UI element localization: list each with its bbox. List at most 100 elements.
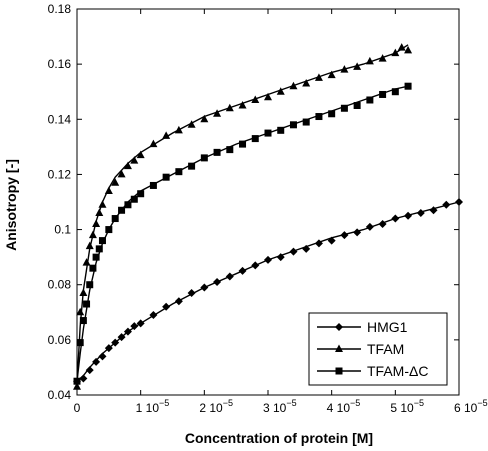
point-hmg1	[85, 366, 94, 375]
point-tfam	[302, 78, 311, 87]
point-tfam	[200, 114, 209, 123]
point-hmg1	[213, 277, 222, 286]
point-hmg1	[117, 333, 126, 342]
point-hmg1	[225, 272, 234, 281]
y-tick-label: 0.06	[48, 333, 72, 347]
point-tfam-c	[98, 237, 106, 245]
point-tfam	[123, 161, 132, 170]
point-hmg1	[104, 344, 113, 353]
point-tfam-c	[239, 140, 247, 148]
point-tfam	[149, 139, 158, 148]
point-tfam-c	[73, 377, 81, 385]
x-tick-label: 0	[74, 401, 81, 415]
point-hmg1	[79, 374, 88, 383]
tick-labels: 0.04 0.06 0.08 0.1 0.12 0.14 0.16 0.18 0 1 10−5 2 …	[48, 2, 488, 415]
point-tfam	[378, 54, 387, 62]
point-tfam	[73, 382, 81, 390]
point-tfam-c	[302, 118, 310, 126]
point-tfam-c	[315, 113, 323, 121]
point-tfam	[85, 241, 94, 250]
point-tfam	[391, 48, 400, 57]
point-hmg1	[162, 302, 171, 311]
point-tfam	[82, 258, 91, 266]
point-tfam-c	[289, 121, 297, 129]
x-tick-label: 5 10−5	[390, 398, 424, 415]
point-tfam	[76, 307, 85, 316]
point-tfam	[162, 131, 171, 139]
point-tfam	[130, 156, 139, 164]
point-tfam	[174, 125, 183, 134]
point-tfam-c	[340, 104, 348, 112]
point-hmg1	[98, 352, 107, 361]
y-tick-label: 0.18	[48, 2, 72, 16]
point-hmg1	[416, 209, 425, 218]
point-hmg1	[200, 283, 209, 292]
point-tfam-c	[105, 226, 113, 234]
point-tfam-c	[226, 146, 234, 154]
point-tfam-c	[83, 300, 91, 308]
point-hmg1	[174, 297, 183, 306]
point-hmg1	[378, 220, 387, 229]
legend-label: TFAM	[367, 341, 404, 357]
point-hmg1	[442, 200, 451, 209]
point-hmg1	[92, 357, 101, 366]
point-hmg1	[276, 253, 285, 262]
point-hmg1	[302, 244, 311, 253]
point-tfam	[104, 186, 113, 194]
point-tfam	[187, 120, 196, 128]
point-tfam	[314, 73, 323, 81]
y-tick-label: 0.08	[48, 278, 72, 292]
point-hmg1	[455, 198, 463, 206]
point-tfam-c	[89, 264, 97, 272]
point-hmg1	[130, 322, 139, 331]
x-axis-title: Concentration of protein [M]	[185, 430, 373, 446]
point-tfam-c	[137, 190, 145, 198]
legend-label: TFAM-ΔC	[367, 363, 428, 379]
point-tfam-c	[124, 201, 132, 209]
point-hmg1	[340, 231, 349, 240]
x-tick-label: 2 10−5	[199, 398, 233, 415]
legend-marker	[335, 344, 343, 352]
point-tfam-c	[379, 90, 387, 98]
point-tfam	[79, 288, 88, 296]
point-tfam	[264, 92, 272, 101]
point-hmg1	[353, 228, 362, 237]
x-tick-label: 4 10−5	[327, 398, 361, 415]
point-hmg1	[314, 239, 323, 248]
point-tfam-c	[130, 195, 138, 203]
legend-label: HMG1	[367, 319, 408, 335]
point-tfam-c	[213, 148, 221, 156]
point-tfam	[340, 65, 349, 73]
y-tick-label: 0.04	[48, 388, 72, 402]
point-hmg1	[136, 319, 145, 328]
point-tfam	[251, 95, 260, 103]
point-tfam	[225, 103, 234, 112]
point-tfam	[98, 200, 107, 208]
legend: HMG1 TFAM TFAM-ΔC	[308, 312, 448, 386]
y-tick-label: 0.12	[48, 167, 72, 181]
point-hmg1	[404, 211, 413, 220]
point-tfam-c	[277, 126, 285, 134]
x-tick-label: 1 10−5	[136, 398, 170, 415]
point-hmg1	[187, 288, 196, 297]
legend-marker	[335, 367, 343, 375]
point-tfam-c	[118, 206, 126, 214]
point-hmg1	[289, 247, 298, 256]
point-tfam-c	[111, 215, 119, 223]
point-hmg1	[264, 255, 272, 264]
point-hmg1	[429, 206, 438, 215]
point-hmg1	[238, 266, 247, 275]
point-hmg1	[391, 214, 400, 223]
y-tick-label: 0.14	[48, 112, 72, 126]
y-axis-title: Anisotropy [-]	[3, 159, 19, 251]
x-tick-label: 6 10−5	[454, 398, 488, 415]
point-tfam-c	[149, 181, 157, 189]
point-tfam-c	[404, 82, 412, 90]
point-tfam-c	[79, 317, 87, 325]
point-hmg1	[251, 261, 260, 270]
point-tfam	[95, 208, 104, 217]
x-tick-label: 3 10−5	[263, 398, 297, 415]
point-tfam	[213, 109, 222, 117]
point-hmg1	[149, 311, 158, 320]
